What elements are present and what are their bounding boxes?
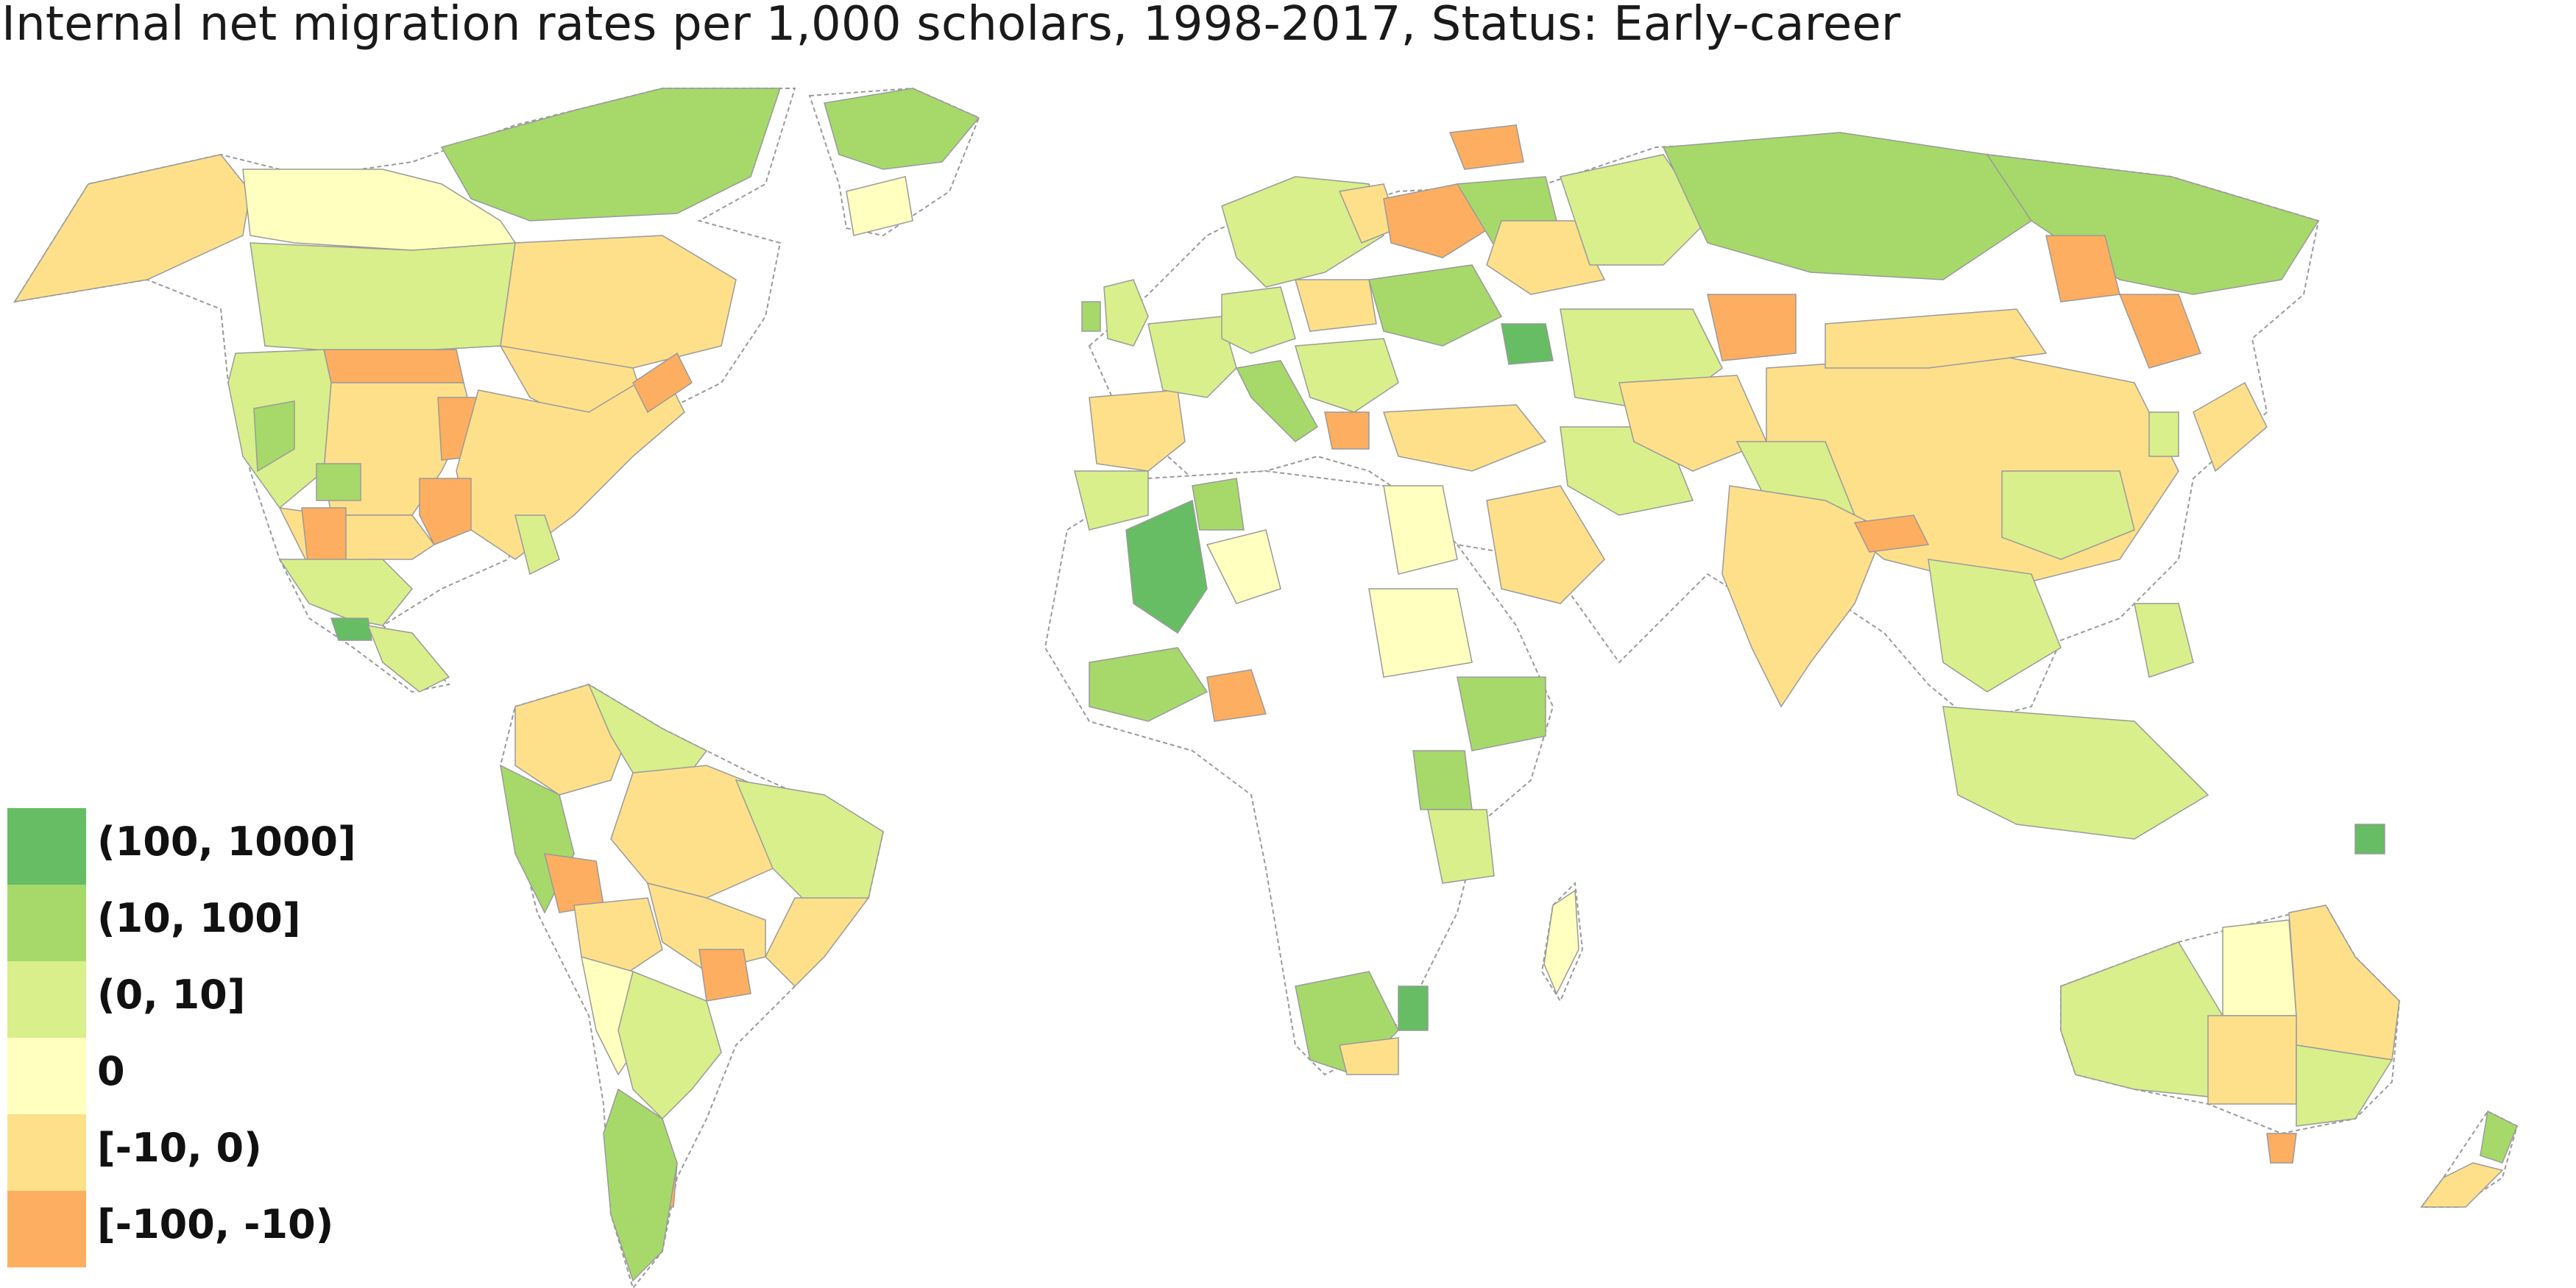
legend-swatch bbox=[7, 808, 86, 885]
region-greece bbox=[1324, 411, 1370, 450]
region-florida bbox=[514, 514, 560, 576]
legend-label: (0, 10] bbox=[97, 972, 246, 1018]
region-argentina bbox=[618, 970, 722, 1120]
region-balkans bbox=[1295, 338, 1399, 413]
region-scandinavia bbox=[1221, 176, 1384, 288]
region-paraguay bbox=[698, 949, 751, 1002]
legend-swatch bbox=[7, 1114, 86, 1191]
legend-label: [-10, 0) bbox=[97, 1125, 262, 1171]
region-saudi bbox=[1486, 485, 1605, 604]
region-siberia-east bbox=[1986, 154, 2320, 295]
legend-swatch bbox=[7, 1038, 86, 1114]
region-india-east bbox=[1853, 514, 1930, 553]
region-china-south bbox=[2001, 470, 2135, 560]
region-southeast-asia bbox=[1928, 559, 2062, 693]
legend-item: (0, 10] bbox=[7, 961, 523, 1038]
region-algeria bbox=[1125, 499, 1208, 634]
region-siberia-central bbox=[1662, 132, 2033, 280]
region-india bbox=[1722, 485, 1885, 708]
region-uk bbox=[1103, 279, 1149, 347]
region-germany bbox=[1221, 286, 1296, 354]
region-japan bbox=[2193, 381, 2268, 473]
region-ethiopia bbox=[1457, 676, 1546, 751]
region-russia-north bbox=[1448, 124, 1524, 170]
legend-label: 0 bbox=[97, 1048, 125, 1094]
region-indonesia bbox=[1942, 706, 2209, 840]
legend-swatch bbox=[7, 1191, 86, 1267]
map-title: Internal net migration rates per 1,000 s… bbox=[1, 0, 1901, 52]
region-siberia-west bbox=[1560, 154, 1708, 266]
region-morocco bbox=[1074, 470, 1149, 531]
region-nunavut bbox=[440, 88, 782, 222]
region-northern-territory bbox=[2222, 919, 2297, 1016]
region-brazil-east bbox=[765, 897, 870, 988]
legend-label: [-100, -10) bbox=[97, 1201, 334, 1248]
region-png bbox=[2354, 824, 2385, 854]
region-poland bbox=[1295, 279, 1377, 332]
region-west-africa bbox=[1089, 647, 1209, 722]
region-ukraine bbox=[1368, 264, 1503, 347]
region-patagonia bbox=[603, 1088, 678, 1282]
region-egypt bbox=[1383, 485, 1458, 575]
region-south-africa-south bbox=[1339, 1037, 1399, 1075]
region-italy bbox=[1235, 360, 1318, 442]
region-nsw bbox=[2296, 1044, 2393, 1127]
legend-item: (10, 100] bbox=[7, 885, 523, 961]
region-philippines bbox=[2134, 603, 2194, 678]
legend-swatch bbox=[7, 961, 86, 1038]
legend-label: (100, 1000] bbox=[97, 818, 356, 865]
region-turkey bbox=[1382, 404, 1547, 472]
region-iberia bbox=[1089, 389, 1186, 472]
region-siberia-lake bbox=[1707, 294, 1797, 361]
region-greenland-north bbox=[824, 88, 980, 170]
region-mongolia bbox=[1825, 308, 2048, 369]
region-tunisia bbox=[1192, 478, 1245, 531]
legend-item: 0 bbox=[7, 1038, 523, 1114]
region-oklahoma bbox=[316, 463, 361, 501]
region-tanzania bbox=[1427, 809, 1495, 884]
region-canada-west bbox=[250, 242, 516, 354]
legend-item: [-10, 0) bbox=[7, 1114, 523, 1191]
region-russia-volga bbox=[1486, 220, 1606, 295]
region-nigeria bbox=[1206, 669, 1267, 722]
region-ukraine-central bbox=[1501, 323, 1554, 365]
africa-outline bbox=[1044, 470, 1554, 1076]
region-brazil-north bbox=[610, 765, 781, 899]
region-ireland bbox=[1081, 301, 1101, 332]
legend-label: (10, 100] bbox=[97, 895, 301, 941]
region-korea bbox=[2148, 411, 2179, 457]
region-france bbox=[1147, 316, 1237, 398]
region-madagascar bbox=[1543, 889, 1579, 995]
region-central-america bbox=[367, 625, 450, 693]
region-south-africa-east bbox=[1398, 986, 1429, 1031]
region-mexico bbox=[278, 559, 414, 626]
region-queensland bbox=[2288, 905, 2400, 1061]
region-central-asia bbox=[1618, 375, 1768, 472]
region-east-africa bbox=[1412, 750, 1473, 810]
legend-swatch bbox=[7, 885, 86, 961]
region-sudan bbox=[1368, 588, 1473, 678]
legend-item: (100, 1000] bbox=[7, 808, 523, 885]
region-new-zealand-south bbox=[2420, 1162, 2504, 1208]
region-new-zealand-north bbox=[2480, 1110, 2518, 1164]
region-libya bbox=[1206, 529, 1281, 604]
region-western-australia bbox=[2060, 941, 2223, 1097]
legend-item: [-100, -10) bbox=[7, 1191, 523, 1267]
region-mexico-south bbox=[330, 618, 372, 641]
region-us-north bbox=[323, 349, 464, 383]
region-texas bbox=[419, 478, 472, 545]
region-south-australia bbox=[2207, 1015, 2297, 1105]
region-greenland-south bbox=[846, 176, 913, 236]
region-nevada bbox=[253, 400, 295, 473]
region-bolivia bbox=[573, 897, 663, 980]
choropleth-regions bbox=[13, 88, 2518, 1282]
region-tasmania bbox=[2266, 1133, 2297, 1164]
region-far-east bbox=[2118, 294, 2201, 369]
region-new-england bbox=[632, 352, 693, 414]
